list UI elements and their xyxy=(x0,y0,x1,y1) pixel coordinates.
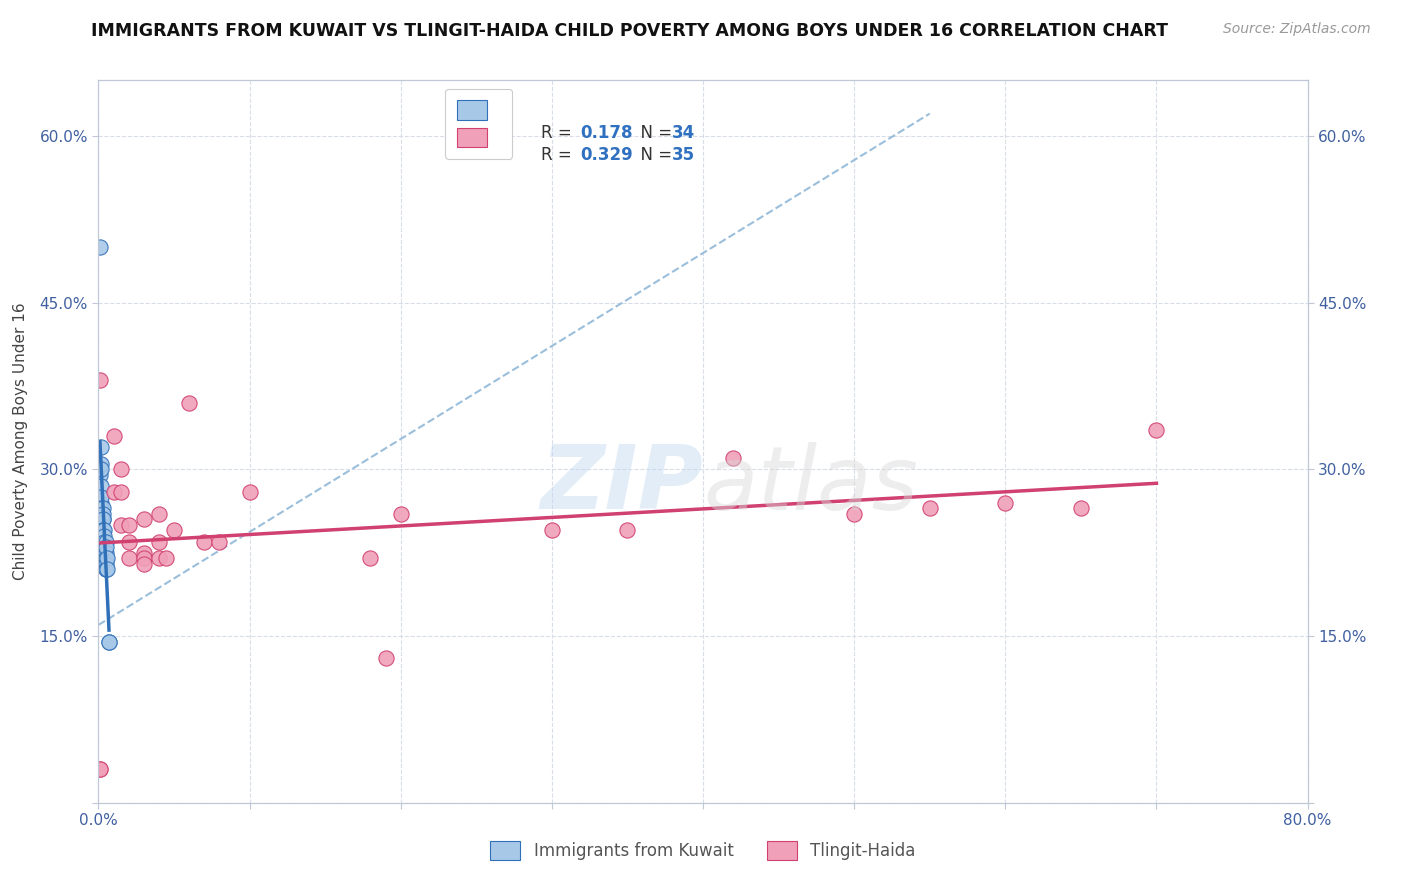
Point xyxy=(723,451,745,466)
Text: 0.329: 0.329 xyxy=(581,146,633,164)
Text: N =: N = xyxy=(630,146,678,164)
Point xyxy=(94,551,117,566)
Point xyxy=(193,534,215,549)
Point xyxy=(91,501,114,516)
Point xyxy=(89,467,111,482)
Point xyxy=(110,462,132,476)
Point xyxy=(1144,424,1167,438)
Point xyxy=(155,551,177,566)
Point xyxy=(208,534,231,549)
Point xyxy=(91,524,114,538)
Point xyxy=(118,534,141,549)
Text: 35: 35 xyxy=(672,146,695,164)
Point xyxy=(93,524,115,538)
Point xyxy=(91,512,114,526)
Legend: Immigrants from Kuwait, Tlingit-Haida: Immigrants from Kuwait, Tlingit-Haida xyxy=(484,834,922,867)
Point xyxy=(94,562,117,576)
Point xyxy=(90,462,112,476)
Y-axis label: Child Poverty Among Boys Under 16: Child Poverty Among Boys Under 16 xyxy=(14,302,28,581)
Point xyxy=(844,507,866,521)
Point xyxy=(94,540,117,554)
Text: Source: ZipAtlas.com: Source: ZipAtlas.com xyxy=(1223,22,1371,37)
Point xyxy=(90,496,112,510)
Point xyxy=(132,551,155,566)
Text: ZIP: ZIP xyxy=(540,442,703,528)
Point xyxy=(918,501,941,516)
Point xyxy=(93,534,115,549)
Point xyxy=(90,490,112,504)
Point xyxy=(89,763,111,777)
Point xyxy=(148,534,170,549)
Text: R =: R = xyxy=(541,124,578,143)
Point xyxy=(91,512,114,526)
Point xyxy=(132,557,155,571)
Point xyxy=(94,557,117,571)
Point xyxy=(110,517,132,532)
Point xyxy=(93,529,115,543)
Point xyxy=(994,496,1017,510)
Point xyxy=(90,457,112,471)
Point xyxy=(110,484,132,499)
Point xyxy=(93,551,115,566)
Point xyxy=(96,551,118,566)
Point xyxy=(93,546,115,560)
Point xyxy=(148,507,170,521)
Point xyxy=(94,562,117,576)
Point xyxy=(89,373,111,387)
Point xyxy=(91,534,114,549)
Point xyxy=(94,534,117,549)
Point xyxy=(103,484,125,499)
Text: R =: R = xyxy=(541,146,578,164)
Point xyxy=(118,551,141,566)
Point xyxy=(90,501,112,516)
Point xyxy=(616,524,638,538)
Text: N =: N = xyxy=(630,124,678,143)
Point xyxy=(239,484,262,499)
Point xyxy=(98,634,121,648)
Point xyxy=(132,546,155,560)
Text: atlas: atlas xyxy=(703,442,918,528)
Point xyxy=(91,524,114,538)
Point xyxy=(90,479,112,493)
Point xyxy=(360,551,382,566)
Point xyxy=(98,634,121,648)
Point xyxy=(91,507,114,521)
Point xyxy=(103,429,125,443)
Text: 34: 34 xyxy=(672,124,695,143)
Point xyxy=(94,546,117,560)
Text: IMMIGRANTS FROM KUWAIT VS TLINGIT-HAIDA CHILD POVERTY AMONG BOYS UNDER 16 CORREL: IMMIGRANTS FROM KUWAIT VS TLINGIT-HAIDA … xyxy=(91,22,1168,40)
Point xyxy=(93,540,115,554)
Point xyxy=(163,524,186,538)
Point xyxy=(132,512,155,526)
Point xyxy=(1070,501,1092,516)
Point xyxy=(179,395,201,409)
Point xyxy=(89,763,111,777)
Point xyxy=(540,524,562,538)
Point xyxy=(148,551,170,566)
Point xyxy=(389,507,412,521)
Point xyxy=(118,517,141,532)
Point xyxy=(90,440,112,454)
Point xyxy=(89,462,111,476)
Point xyxy=(96,562,118,576)
Point xyxy=(374,651,396,665)
Text: 0.178: 0.178 xyxy=(581,124,633,143)
Point xyxy=(89,240,111,254)
